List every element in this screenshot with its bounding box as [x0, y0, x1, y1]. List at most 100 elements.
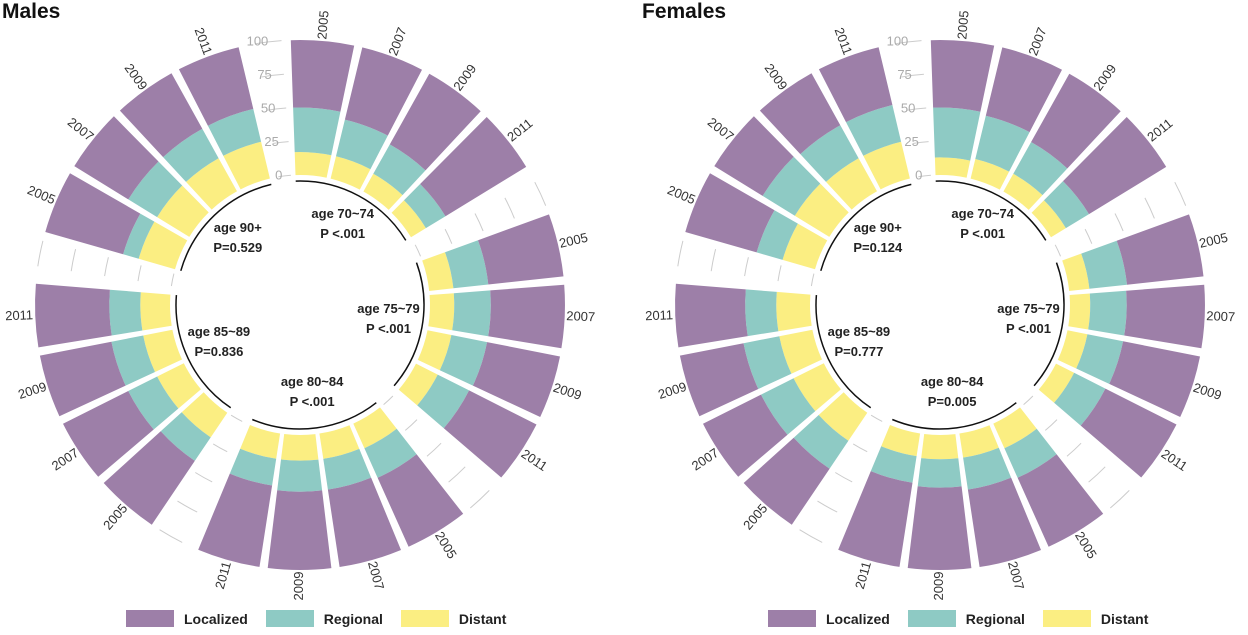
bar-segment-localized — [478, 214, 564, 285]
bar-segment-distant — [826, 158, 877, 210]
bar-segment-regional — [229, 448, 277, 486]
guide-arc — [504, 197, 515, 219]
guide-arc — [70, 248, 77, 272]
bar-segment-regional — [743, 336, 792, 389]
guide-arc — [170, 273, 175, 287]
guide-arc — [195, 472, 213, 483]
legend-swatch-localized — [768, 610, 816, 627]
bar-segment-localized — [838, 471, 913, 567]
bar-segment-distant — [793, 363, 841, 412]
bar-segment-regional — [800, 125, 859, 182]
age-group-label: age 75~79 — [997, 301, 1060, 316]
bar-segment-regional — [404, 184, 446, 229]
age-group: 2005 2007 2009 2011 age 85~89 P=0.777 — [645, 283, 891, 533]
bar-segment-regional — [846, 105, 902, 156]
bar-segment-distant — [993, 407, 1037, 449]
group-bracket — [815, 295, 872, 409]
legend-label-regional: Regional — [323, 610, 383, 627]
bar-segment-regional — [1004, 428, 1057, 478]
age-group-label: age 80~84 — [281, 374, 344, 389]
year-label: 2005 — [665, 182, 697, 207]
p-value-label: P <.001 — [1006, 321, 1051, 336]
year-label: 2005 — [558, 230, 590, 251]
year-label: 2007 — [365, 560, 387, 592]
year-label: 2011 — [212, 560, 234, 591]
bar-segment-regional — [1013, 142, 1068, 196]
bar-segment-regional — [128, 161, 183, 218]
bar-segment-regional — [452, 290, 491, 337]
p-value-label: P=0.836 — [195, 344, 244, 359]
guide-arc — [907, 107, 927, 111]
guide-arc — [474, 213, 484, 232]
bar-segment-localized — [679, 343, 759, 417]
bar-segment-distant — [959, 425, 999, 458]
year-label: 2005 — [740, 501, 770, 533]
guide-arc — [1084, 228, 1093, 244]
guide-arc — [677, 240, 684, 267]
males-radial-chart: 2005 2007 2009 2011 age 70~74 P <.001 2005 2007… — [5, 10, 596, 601]
legend-item-regional: Regional — [265, 610, 383, 627]
bar-segment-regional — [207, 108, 262, 156]
guide-arc — [777, 265, 782, 282]
year-label: 2009 — [291, 572, 306, 601]
bar-segment-distant — [422, 252, 454, 291]
bar-segment-regional — [323, 448, 372, 490]
bar-segment-localized — [389, 73, 481, 171]
bar-segment-regional — [793, 415, 849, 469]
age-group-label: age 70~74 — [311, 206, 374, 221]
bar-segment-localized — [178, 47, 254, 126]
year-label: 2007 — [1206, 308, 1236, 324]
bar-segment-distant — [818, 392, 868, 441]
bar-segment-distant — [779, 329, 822, 374]
year-label: 2011 — [852, 560, 874, 591]
legend-item-regional: Regional — [907, 610, 1025, 627]
bar-segment-localized — [743, 437, 830, 525]
p-value-label: P=0.005 — [928, 394, 977, 409]
legend-label-localized: Localized — [826, 610, 890, 627]
group-bracket — [1033, 262, 1065, 387]
legend-label-distant: Distant — [458, 610, 507, 627]
bar-segment-distant — [921, 434, 959, 460]
bar-segment-localized — [1116, 214, 1204, 285]
bar-segment-regional — [762, 156, 821, 216]
age-group: 2005 2007 2009 2011 age 85~89 P=0.836 — [5, 283, 250, 533]
bar-segment-regional — [439, 335, 488, 386]
year-label: 2011 — [5, 307, 34, 323]
age-group-label: age 85~89 — [828, 324, 891, 339]
year-label: 2009 — [656, 379, 688, 402]
guide-arc — [230, 414, 243, 422]
males-legend: Localized Regional Distant — [126, 610, 524, 627]
guide-arc — [469, 490, 490, 509]
bar-segment-distant — [294, 152, 332, 178]
year-label: 2009 — [551, 380, 583, 403]
legend-swatch-distant — [400, 610, 449, 627]
bar-segment-distant — [157, 363, 201, 409]
legend-label-regional: Regional — [965, 610, 1025, 627]
bar-segment-localized — [119, 73, 203, 158]
bar-segment-regional — [870, 446, 917, 483]
bar-segment-distant — [138, 221, 188, 270]
guide-arc — [278, 174, 291, 178]
bar-segment-distant — [140, 292, 172, 331]
bar-segment-distant — [1003, 173, 1043, 210]
group-bracket — [935, 180, 1047, 241]
bar-segment-distant — [1068, 293, 1091, 330]
bar-segment-regional — [975, 115, 1030, 172]
legend-item-localized: Localized — [126, 610, 248, 627]
bar-segment-distant — [428, 293, 455, 331]
bar-segment-localized — [985, 47, 1062, 133]
bar-segment-regional — [364, 428, 417, 478]
bar-segment-regional — [277, 459, 323, 492]
bar-segment-distant — [281, 434, 319, 461]
legend-swatch-localized — [126, 610, 174, 627]
bar-segment-distant — [934, 157, 971, 178]
age-group: 2005 2007 2009 2011 age 90+ P=0.529 — [25, 25, 272, 272]
guide-arc — [383, 395, 394, 405]
bar-segment-distant — [319, 425, 360, 459]
guide-arc — [912, 141, 929, 144]
bar-segment-localized — [1080, 388, 1177, 478]
p-value-label: P <.001 — [366, 321, 411, 336]
bar-segment-localized — [198, 473, 273, 567]
bar-segment-regional — [1088, 290, 1127, 336]
bar-segment-localized — [74, 116, 159, 200]
